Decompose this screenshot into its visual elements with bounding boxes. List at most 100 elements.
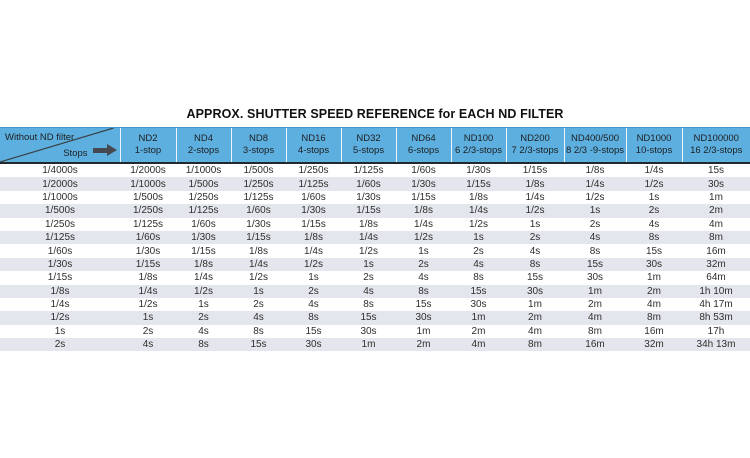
nd-stops-label: 3-stops [242, 145, 275, 156]
table-cell: 2s [363, 272, 374, 284]
table-row: 1/500s 1/250s 1/125s 1/60s 1/30s 1/15s 1/8s 1/4… [0, 204, 750, 218]
table-cell: 1s [142, 312, 154, 324]
table-row: 1/30s 1/15s 1/8s 1/4s 1/2s 1s 2s 4s 8s 15s 30s 32m [0, 257, 750, 272]
table-cell: 1/500s [132, 191, 164, 203]
table-cell: 1/30s [356, 191, 381, 203]
table-cell: 1/15s [522, 165, 548, 177]
table-cell: 16m [644, 325, 664, 337]
nd-stops-label: 4-stops [297, 145, 330, 156]
table-cell: 1/250s [188, 191, 219, 203]
table-row: 2s 4s 8s 15s 30s 1m 2m 4m 8m 16m 32m 34h 13m [0, 338, 750, 352]
table-cell: 1s [363, 258, 374, 270]
table-cell: 1/1000s [185, 165, 222, 177]
table-cell: 15s [707, 165, 725, 177]
table-cell: 2s [308, 285, 319, 297]
table-cell: 1/125s [44, 232, 76, 244]
table-cell: 1s [198, 299, 209, 311]
table-cell: 1/8s [249, 245, 268, 257]
table-cell: 2s [648, 205, 660, 217]
table-cell: 1/500s [44, 205, 76, 217]
table-cell: 8s [418, 285, 429, 297]
table-cell: 1/60s [47, 245, 73, 257]
nd-name-label: ND100000 [693, 133, 739, 144]
table-row: 1/2000s 1/1000s 1/500s 1/250s 1/125s 1/60s 1/3… [0, 177, 750, 191]
table-cell: 16m [585, 339, 605, 351]
table-cell: 1/2s [138, 299, 158, 311]
table-cell: 15s [305, 325, 322, 337]
nd-name-label: ND200 [520, 133, 550, 144]
column-header-nd1000: ND1000 10-stops [625, 127, 682, 164]
table-cell: 1m [361, 339, 376, 351]
table-cell: 8m [709, 232, 723, 244]
table-cell: 17h [707, 325, 725, 337]
table-cell: 1s [529, 218, 541, 230]
table-cell: 1/4s [359, 232, 378, 244]
corner-label-without-nd: Without ND filter [5, 132, 75, 143]
table-cell: 1/2s [194, 285, 213, 297]
table-cell: 2m [528, 312, 542, 324]
table-cell: 2s [198, 312, 209, 324]
table-cell: 1/2s [249, 272, 268, 284]
nd-name-label: ND400/500 [570, 133, 620, 144]
table-cell: 1/15s [301, 218, 326, 230]
table-cell: 1/60s [411, 165, 436, 177]
corner-label-stops: Stops [63, 148, 88, 159]
table-cell: 1/250s [243, 178, 274, 190]
table-cell: 1/4s [585, 178, 605, 190]
table-cell: 1/4s [469, 205, 488, 217]
table-cell: 1/8s [138, 272, 158, 284]
nd-filter-table: Without ND filter Stops ND2 1-stop ND4 2-st… [0, 127, 750, 352]
table-cell: 1m [416, 325, 431, 337]
table-row: 1/8s 1/4s 1/2s 1s 2s 4s 8s 15s 30s 1m 2m 1h 10m [0, 284, 750, 298]
table-cell: 1/250s [298, 165, 329, 177]
table-cell: 4s [308, 299, 319, 311]
table-cell: 30s [586, 272, 604, 284]
table-cell: 4s [198, 325, 209, 337]
nd-name-label: ND32 [356, 133, 381, 144]
table-cell: 15s [415, 299, 432, 311]
table-cell: 4m [471, 339, 486, 351]
table-cell: 1/60s [191, 218, 216, 230]
table-cell: 1/30s [191, 232, 216, 244]
table-cell: 1h 10m [699, 285, 733, 297]
table-cell: 1s [253, 285, 264, 297]
table-cell: 2s [589, 218, 601, 230]
nd-name-label: ND16 [301, 133, 326, 144]
header-row: Without ND filter Stops ND2 1-stop ND4 2-st… [0, 127, 750, 164]
table-cell: 8s [308, 312, 319, 324]
table-cell: 15s [250, 339, 267, 351]
table-cell: 2s [473, 245, 484, 257]
table-cell: 1/4s [644, 165, 664, 177]
table-cell: 1/30s [411, 178, 436, 190]
nd-name-label: ND100 [463, 133, 494, 144]
nd-stops-label: 7 2/3-stops [511, 145, 559, 156]
table-row: 1/4000s 1/2000s 1/1000s 1/500s 1/250s 1/125s 1… [0, 163, 750, 178]
table-cell: 2m [416, 339, 431, 351]
table-cell: 1/15s [246, 232, 271, 244]
table-row: 1/60s 1/30s 1/15s 1/8s 1/4s 1/2s 1s 2s 4s 8s 15s 16… [0, 244, 750, 258]
table-cell: 8m [528, 339, 542, 351]
table-cell: 1s [473, 232, 484, 244]
table-cell: 1m [588, 285, 602, 297]
nd-name-label: ND4 [193, 133, 213, 144]
table-cell: 1/15s [356, 205, 381, 217]
table-cell: 8s [529, 258, 541, 270]
table-cell: 4s [589, 232, 601, 244]
table-cell: 8s [589, 245, 601, 257]
nd-stops-label: 2-stops [187, 145, 220, 156]
page-title: APPROX. SHUTTER SPEED REFERENCE for EACH… [186, 107, 564, 121]
table-cell: 4s [473, 258, 484, 270]
column-header-nd400-500: ND400/500 8 2/3 -9-stops [563, 127, 626, 164]
column-header-nd200: ND200 7 2/3-stops [505, 127, 564, 164]
right-arrow-icon [92, 144, 117, 157]
table-cell: 2m [588, 299, 602, 311]
table-cell: 8m [588, 325, 602, 337]
table-cell: 4m [528, 325, 542, 337]
table-cell: 1/30s [466, 165, 491, 177]
table-cell: 32m [644, 339, 664, 351]
table-cell: 1m [471, 312, 486, 324]
table-cell: 2s [54, 339, 66, 351]
table-cell: 15s [586, 258, 604, 270]
table-cell: 4s [418, 272, 429, 284]
